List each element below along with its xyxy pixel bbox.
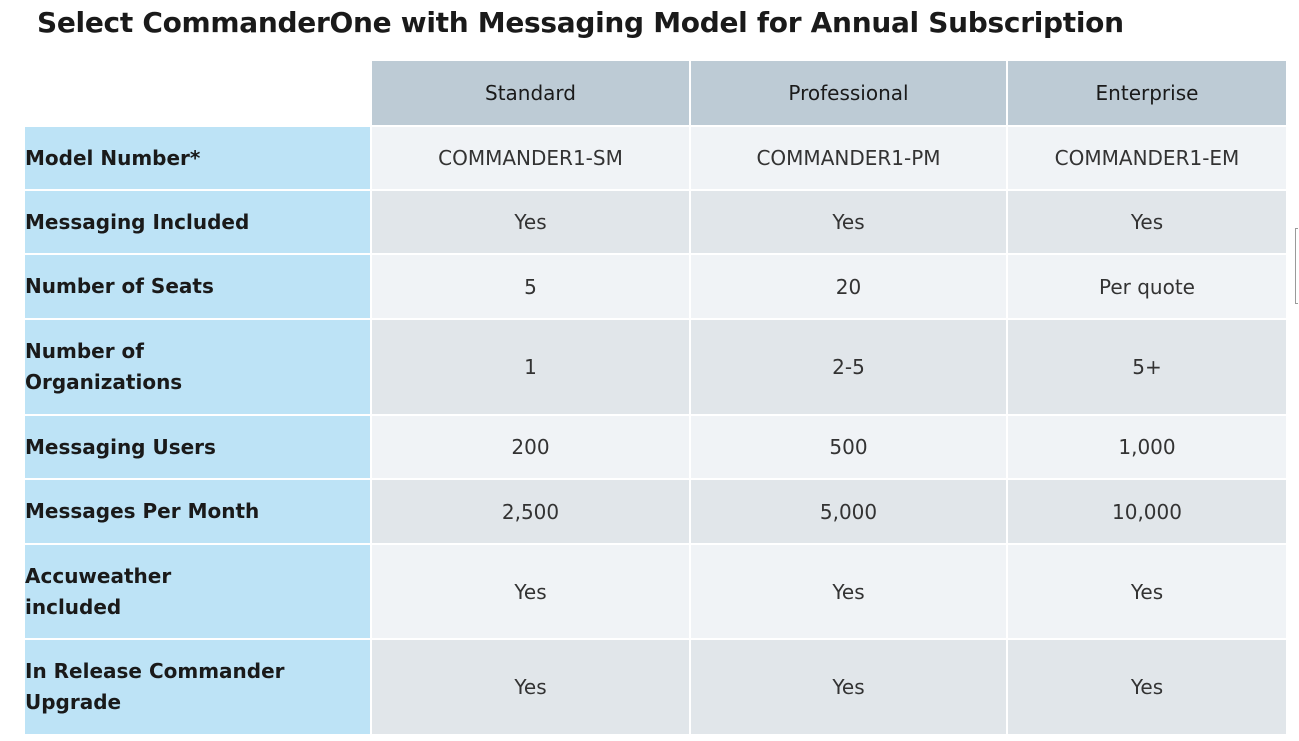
- column-header-enterprise: Enterprise: [1007, 61, 1286, 127]
- row-label-number-of-organizations: Number of Organizations: [25, 319, 372, 416]
- cell-standard: Yes: [371, 190, 691, 255]
- cell-enterprise: 10,000: [1007, 479, 1286, 545]
- table-row-messaging-included: Messaging Included Yes Yes Yes: [25, 190, 1286, 255]
- page-title: Select CommanderOne with Messaging Model…: [37, 6, 1124, 39]
- cell-enterprise: Yes: [1007, 544, 1286, 640]
- edge-bracket-mark: [1295, 228, 1298, 304]
- cell-professional: Yes: [690, 639, 1008, 736]
- row-label-line: Number of: [25, 339, 144, 363]
- row-label-line: Accuweather: [25, 563, 172, 588]
- cell-enterprise: Yes: [1007, 190, 1286, 255]
- cell-enterprise: 1,000: [1007, 415, 1286, 480]
- row-label-messages-per-month: Messages Per Month: [25, 479, 372, 545]
- cell-standard: 2,500: [371, 479, 691, 545]
- cell-enterprise: COMMANDER1-EM: [1007, 126, 1286, 191]
- column-header-standard: Standard: [371, 61, 691, 127]
- table-row-accuweather-included: Accuweather included Yes Yes Yes: [25, 544, 1286, 640]
- cell-professional: COMMANDER1-PM: [690, 126, 1008, 191]
- cell-professional: 20: [690, 254, 1008, 320]
- row-label-messaging-users: Messaging Users: [25, 415, 372, 480]
- cell-standard: COMMANDER1-SM: [371, 126, 691, 191]
- row-label-line: included: [25, 594, 122, 619]
- cell-professional: 500: [690, 415, 1008, 480]
- table-row-number-of-organizations: Number of Organizations 1 2-5 5+: [25, 319, 1286, 416]
- cell-professional: 5,000: [690, 479, 1008, 545]
- table-row-number-of-seats: Number of Seats 5 20 Per quote: [25, 254, 1286, 320]
- row-label-in-release-upgrade: In Release Commander Upgrade: [25, 639, 372, 736]
- cell-standard: Yes: [371, 544, 691, 640]
- cell-standard: 200: [371, 415, 691, 480]
- row-label-accuweather-included: Accuweather included: [25, 544, 372, 640]
- row-label-line: Upgrade: [25, 690, 122, 714]
- row-label-number-of-seats: Number of Seats: [25, 254, 372, 320]
- cell-professional: Yes: [690, 544, 1008, 640]
- table-header-row: Standard Professional Enterprise: [25, 61, 1286, 127]
- row-label-line: In Release Commander: [25, 659, 285, 683]
- row-label-line: Organizations: [25, 370, 183, 394]
- table-row-messaging-users: Messaging Users 200 500 1,000: [25, 415, 1286, 480]
- header-corner-cell: [25, 61, 372, 127]
- row-label-model-number: Model Number*: [25, 126, 372, 191]
- cell-professional: Yes: [690, 190, 1008, 255]
- cell-enterprise: Yes: [1007, 639, 1286, 736]
- cell-standard: Yes: [371, 639, 691, 736]
- cell-enterprise: 5+: [1007, 319, 1286, 416]
- table-row-model-number: Model Number* COMMANDER1-SM COMMANDER1-P…: [25, 126, 1286, 191]
- cell-standard: 5: [371, 254, 691, 320]
- subscription-comparison-table: Standard Professional Enterprise Model N…: [25, 61, 1286, 736]
- column-header-professional: Professional: [690, 61, 1008, 127]
- table-row-in-release-upgrade: In Release Commander Upgrade Yes Yes Yes: [25, 639, 1286, 736]
- cell-standard: 1: [371, 319, 691, 416]
- row-label-messaging-included: Messaging Included: [25, 190, 372, 255]
- cell-enterprise: Per quote: [1007, 254, 1286, 320]
- table-row-messages-per-month: Messages Per Month 2,500 5,000 10,000: [25, 479, 1286, 545]
- cell-professional: 2-5: [690, 319, 1008, 416]
